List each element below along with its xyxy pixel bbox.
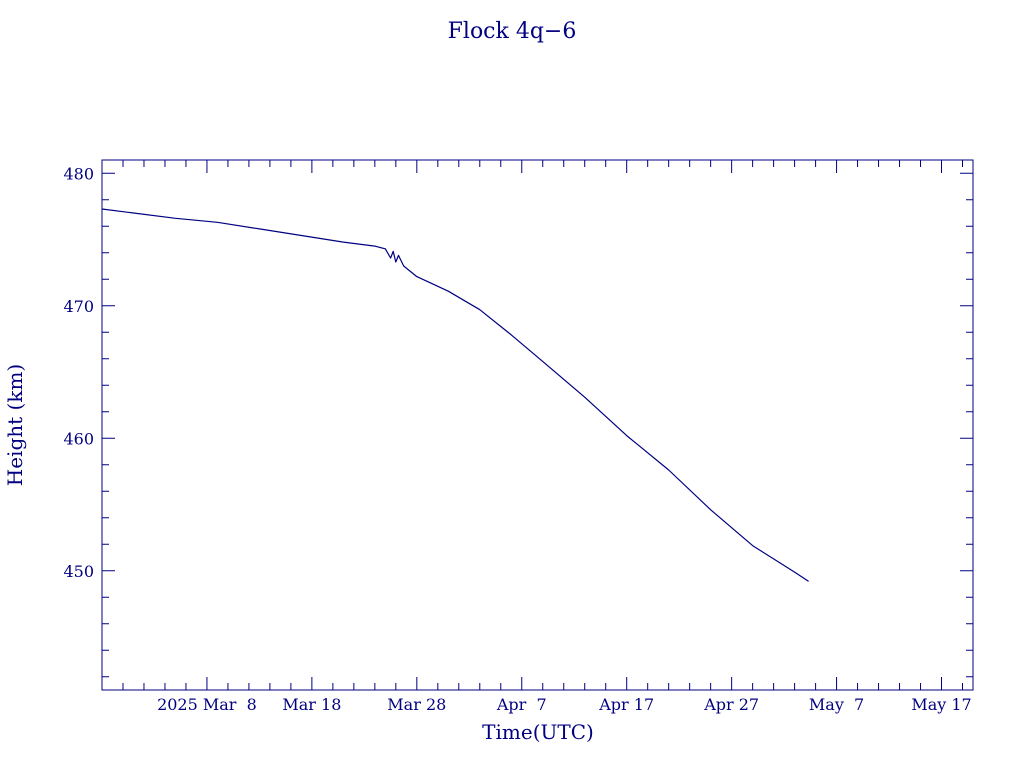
y-tick-label: 470 (63, 297, 94, 316)
x-tick-label: Apr 27 (703, 695, 759, 714)
height-series-line (101, 208, 809, 582)
plot-frame (101, 159, 974, 691)
y-tick-label: 450 (63, 562, 94, 581)
x-axis-label: Time(UTC) (482, 720, 594, 744)
x-tick-label: Mar 18 (282, 695, 341, 714)
x-tick-label: Mar 28 (387, 695, 446, 714)
series-layer (101, 208, 809, 582)
axis-ticks (101, 160, 973, 690)
x-tick-label: May 7 (809, 695, 864, 714)
x-tick-label: 2025 Mar 8 (157, 695, 257, 714)
x-tick-label: Apr 7 (496, 695, 547, 714)
chart-title: Flock 4q−6 (448, 19, 577, 44)
x-tick-label: Apr 17 (598, 695, 654, 714)
x-tick-label: May 17 (911, 695, 971, 714)
y-tick-label: 460 (63, 429, 94, 448)
y-axis-label: Height (km) (3, 364, 27, 486)
tick-labels: 2025 Mar 8 Mar 18 Mar 28 Apr 7 Apr 17 Apr 27 M… (63, 164, 971, 714)
y-tick-label: 480 (63, 164, 94, 183)
